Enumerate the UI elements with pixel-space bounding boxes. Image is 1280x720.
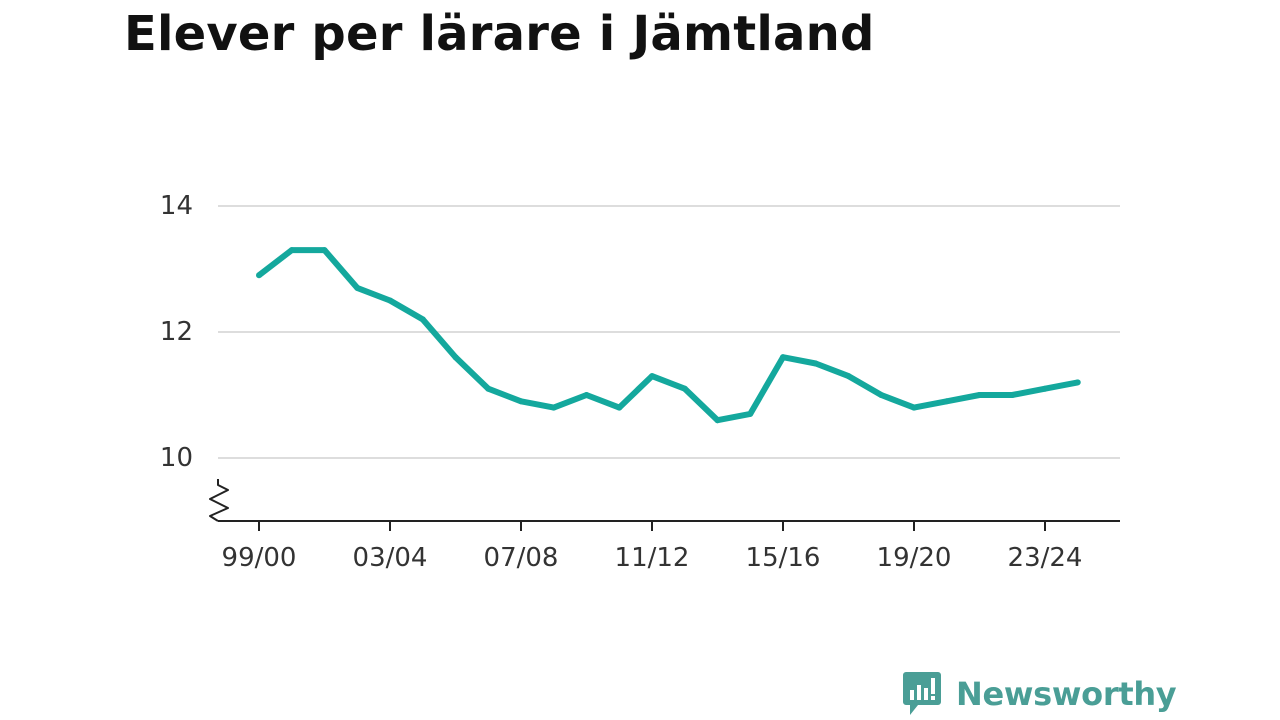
data-point [1042,385,1048,392]
gridlines [218,205,1120,459]
data-point [616,404,623,411]
data-point [878,392,885,398]
data-point [780,354,786,361]
data-point [550,404,557,411]
data-point [387,297,393,304]
tick-labels: 10 12 14 99/00 03/04 07/08 11/12 15/16 19/20 23/2… [160,191,1083,573]
data-point [256,272,262,279]
data-point [681,385,688,392]
data-point [747,410,754,417]
series-line [257,247,1079,424]
data-point [485,385,492,392]
data-point [1074,379,1081,386]
y-tick-label: 10 [160,443,193,473]
data-point [812,360,819,367]
data-point [714,417,721,424]
data-point [419,316,426,323]
data-point [354,284,361,291]
newsworthy-logo-icon [903,672,941,715]
data-point [518,398,524,405]
data-point [943,398,950,405]
data-point [583,392,590,398]
x-tick-label: 23/24 [1008,543,1083,573]
axes [209,479,1120,531]
data-point [976,392,983,398]
x-tick-label: 15/16 [746,543,821,573]
data-point [649,373,655,380]
x-tick-label: 19/20 [877,543,952,573]
brand-name: Newsworthy [956,675,1177,713]
series-layer [256,247,1081,424]
y-tick-label: 14 [160,191,193,221]
data-point [452,354,459,361]
data-point [1009,392,1016,398]
data-point [911,404,917,411]
data-point [845,373,852,380]
data-point [288,247,295,254]
x-tick-label: 03/04 [353,543,428,573]
y-tick-label: 12 [160,317,193,347]
y-axis-break-icon [209,479,229,522]
newsworthy-brand: Newsworthy [902,670,1177,718]
x-tick-label: 99/00 [222,543,297,573]
x-tick-label: 07/08 [484,543,559,573]
x-tick-label: 11/12 [615,543,690,573]
chart-title: Elever per lärare i Jämtland [124,6,875,62]
data-point [321,247,328,254]
